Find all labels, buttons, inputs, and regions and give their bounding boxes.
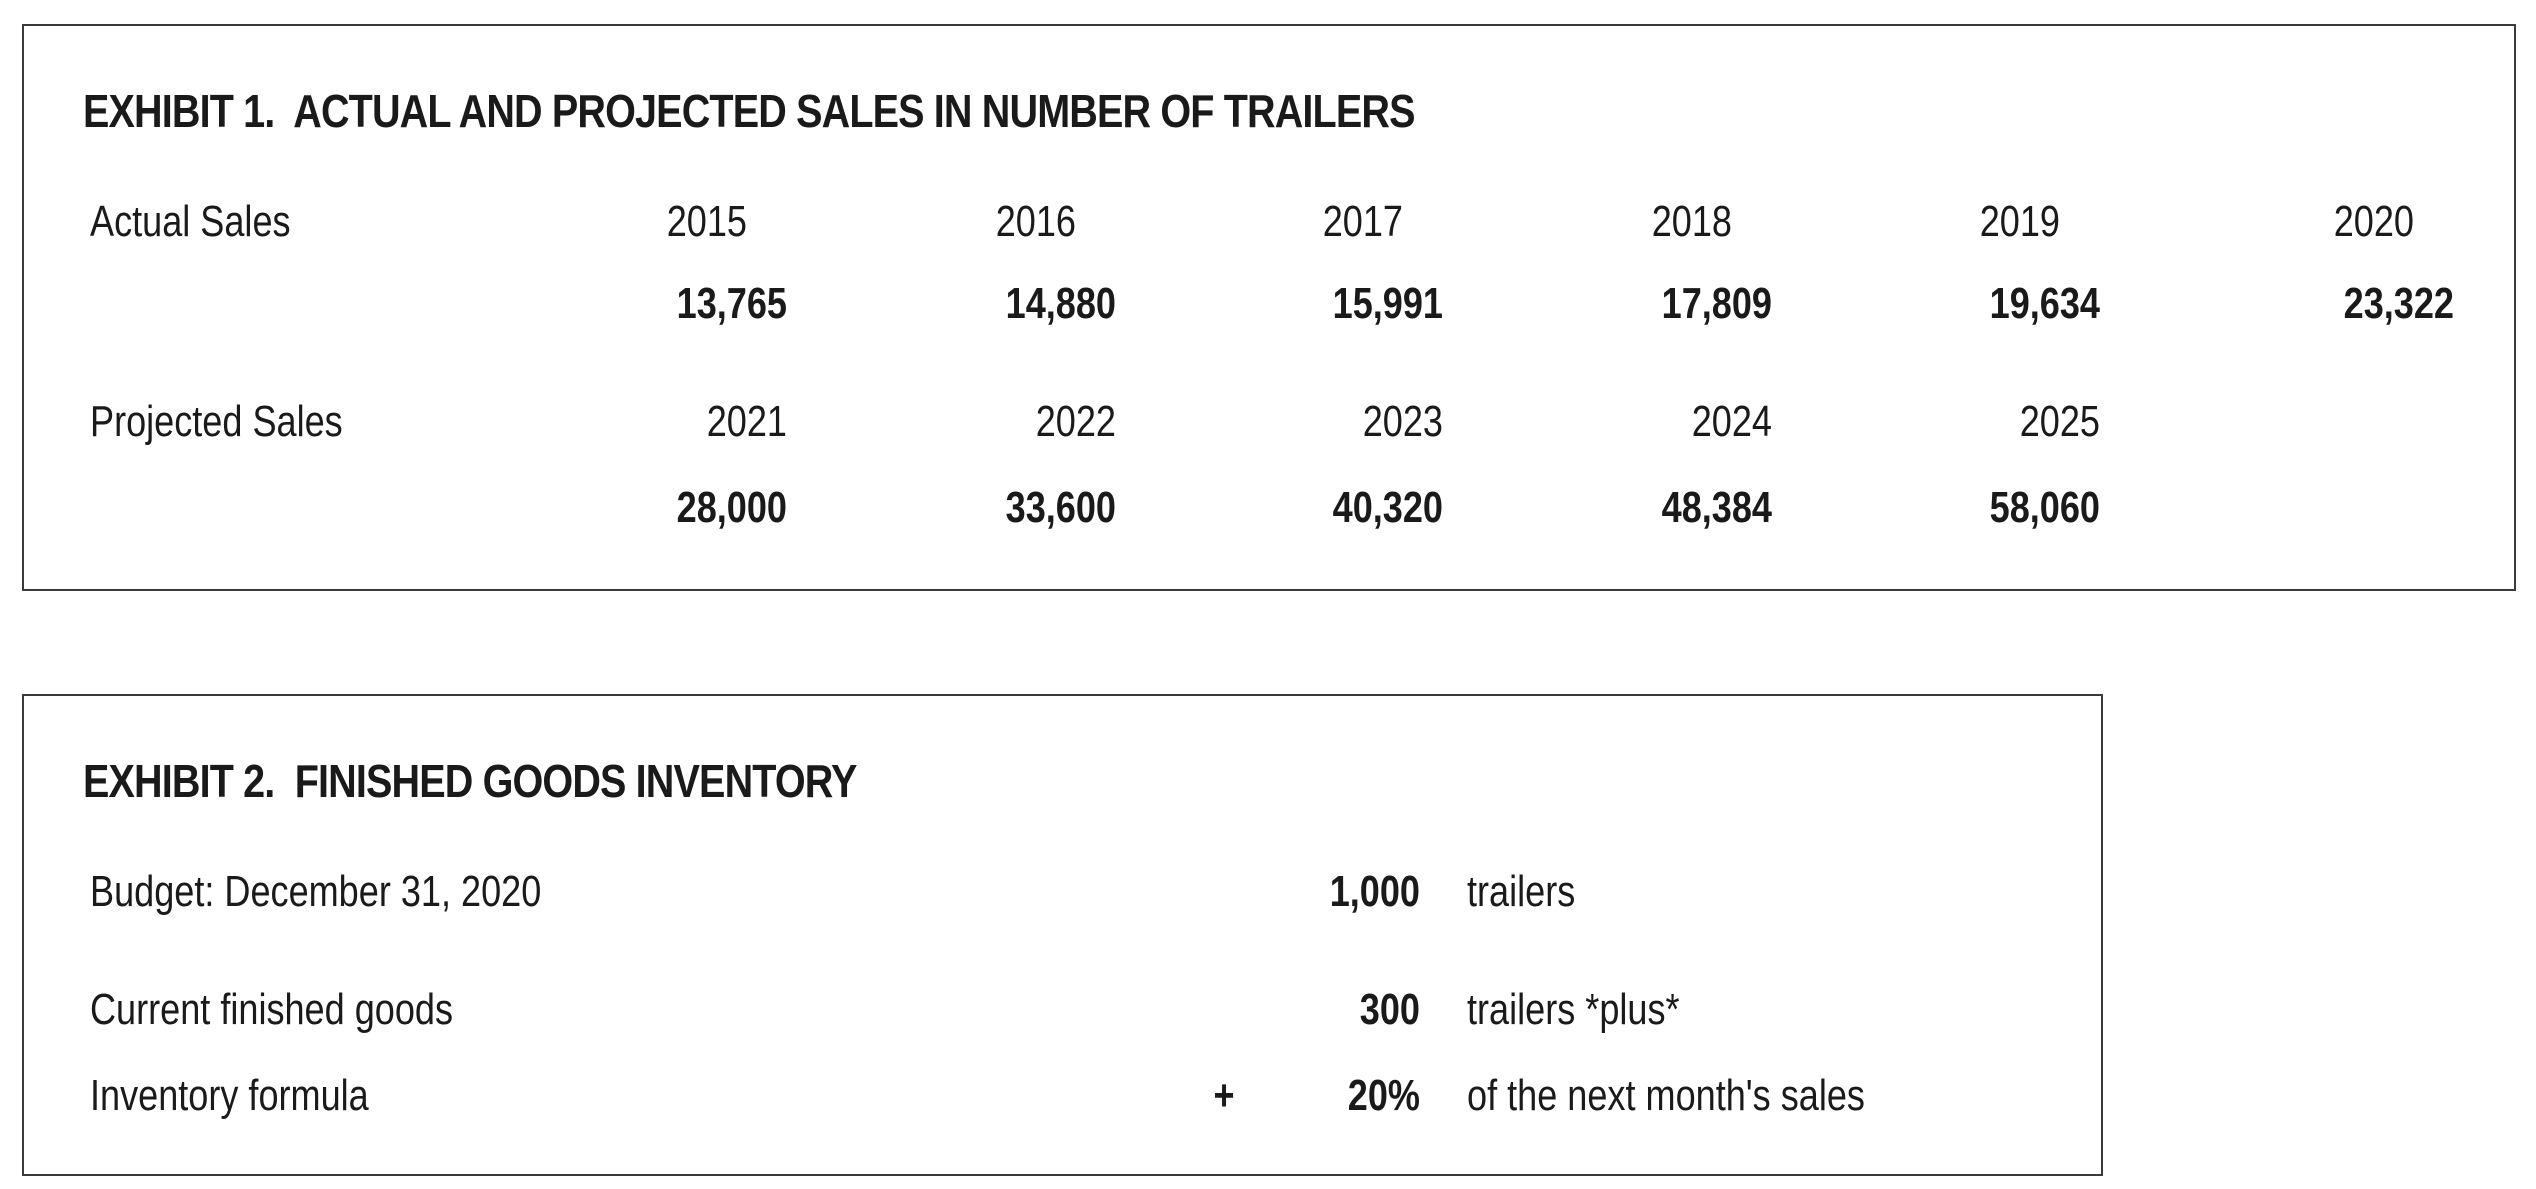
projected-year-2021: 2021 [706,397,787,446]
projected-value-2024: 48,384 [1661,483,1772,532]
current-finished-goods-label: Current finished goods [90,985,454,1034]
actual-year-2018: 2018 [1651,197,1732,246]
projected-sales-label: Projected Sales [90,397,343,446]
budget-label: Budget: December 31, 2020 [90,867,542,916]
actual-year-2019: 2019 [1979,197,2060,246]
projected-value-2021: 28,000 [676,483,787,532]
actual-year-2016: 2016 [995,197,1076,246]
projected-year-2022: 2022 [1035,397,1116,446]
actual-year-2015: 2015 [666,197,747,246]
actual-year-2020: 2020 [2333,197,2414,246]
projected-value-2025: 58,060 [1989,483,2100,532]
actual-value-2019: 19,634 [1989,279,2100,328]
current-finished-goods-value: 300 [1359,985,1420,1034]
projected-value-2023: 40,320 [1332,483,1443,532]
budget-unit: trailers [1467,867,1576,916]
actual-value-2020: 23,322 [2343,279,2454,328]
actual-sales-label: Actual Sales [90,197,291,246]
projected-year-2024: 2024 [1691,397,1772,446]
inventory-formula-value: 20% [1347,1071,1420,1120]
actual-value-2018: 17,809 [1661,279,1772,328]
projected-year-2025: 2025 [2019,397,2100,446]
exhibit-1-title: EXHIBIT 1. ACTUAL AND PROJECTED SALES IN… [83,85,1415,137]
exhibit-2-box: EXHIBIT 2. FINISHED GOODS INVENTORY Budg… [22,694,2103,1176]
actual-year-2017: 2017 [1322,197,1403,246]
exhibit-2-title: EXHIBIT 2. FINISHED GOODS INVENTORY [83,755,857,807]
actual-value-2015: 13,765 [676,279,787,328]
budget-value: 1,000 [1329,867,1420,916]
inventory-formula-unit: of the next month's sales [1467,1071,1865,1120]
exhibit-1-box: EXHIBIT 1. ACTUAL AND PROJECTED SALES IN… [22,24,2516,591]
actual-value-2017: 15,991 [1332,279,1443,328]
projected-value-2022: 33,600 [1005,483,1116,532]
projected-year-2023: 2023 [1362,397,1443,446]
current-finished-goods-unit: trailers *plus* [1467,985,1680,1034]
inventory-formula-label: Inventory formula [90,1071,369,1120]
plus-operator: + [1213,1071,1235,1120]
actual-value-2016: 14,880 [1005,279,1116,328]
